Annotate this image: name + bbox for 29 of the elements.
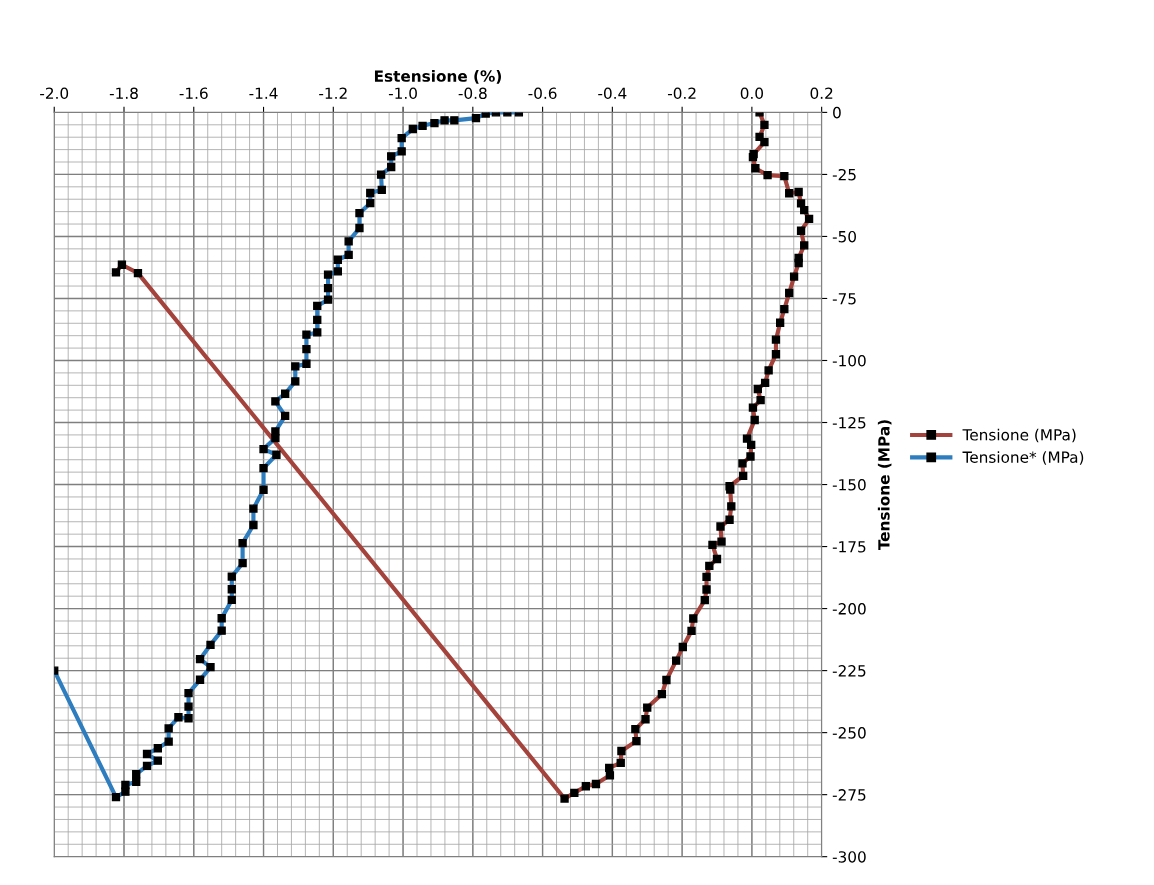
- y-tick-label: -225: [832, 665, 866, 677]
- x-tick-label: 0.2: [810, 87, 833, 100]
- x-tick-label: -0.8: [458, 87, 487, 100]
- x-tick-label: -1.4: [249, 87, 278, 99]
- y-tick-label: -150: [832, 479, 866, 491]
- x-tick-label: -2.0: [40, 87, 69, 100]
- y-tick-label: -200: [832, 603, 866, 615]
- x-tick-label: -1.0: [388, 87, 417, 100]
- y-axis-title: Tensione (MPa): [877, 420, 892, 551]
- y-tick-label: -50: [832, 230, 856, 243]
- y-tick-label: -275: [832, 789, 866, 801]
- x-tick-label: -1.2: [319, 87, 347, 99]
- y-tick-label: -175: [832, 541, 866, 553]
- y-tick-label: -125: [832, 416, 866, 429]
- x-tick-label: -0.2: [667, 87, 696, 100]
- y-tick-label: -100: [832, 354, 866, 367]
- x-tick-label: 0.0: [740, 87, 764, 100]
- x-tick-label: -1.6: [179, 87, 208, 100]
- y-tick-label: -25: [832, 168, 856, 181]
- x-tick-label: -0.4: [598, 87, 627, 100]
- legend-label: Tensione* (MPa): [962, 451, 1084, 465]
- y-tick-label: -250: [832, 727, 866, 739]
- y-tick-label: -300: [832, 851, 866, 863]
- y-tick-label: 0: [833, 106, 841, 119]
- x-axis-title: Estensione (%): [374, 70, 501, 84]
- legend-label: Tensione (MPa): [962, 428, 1076, 443]
- x-tick-label: -0.6: [528, 87, 557, 100]
- x-tick-label: -1.8: [109, 87, 138, 100]
- y-tick-label: -75: [832, 293, 856, 305]
